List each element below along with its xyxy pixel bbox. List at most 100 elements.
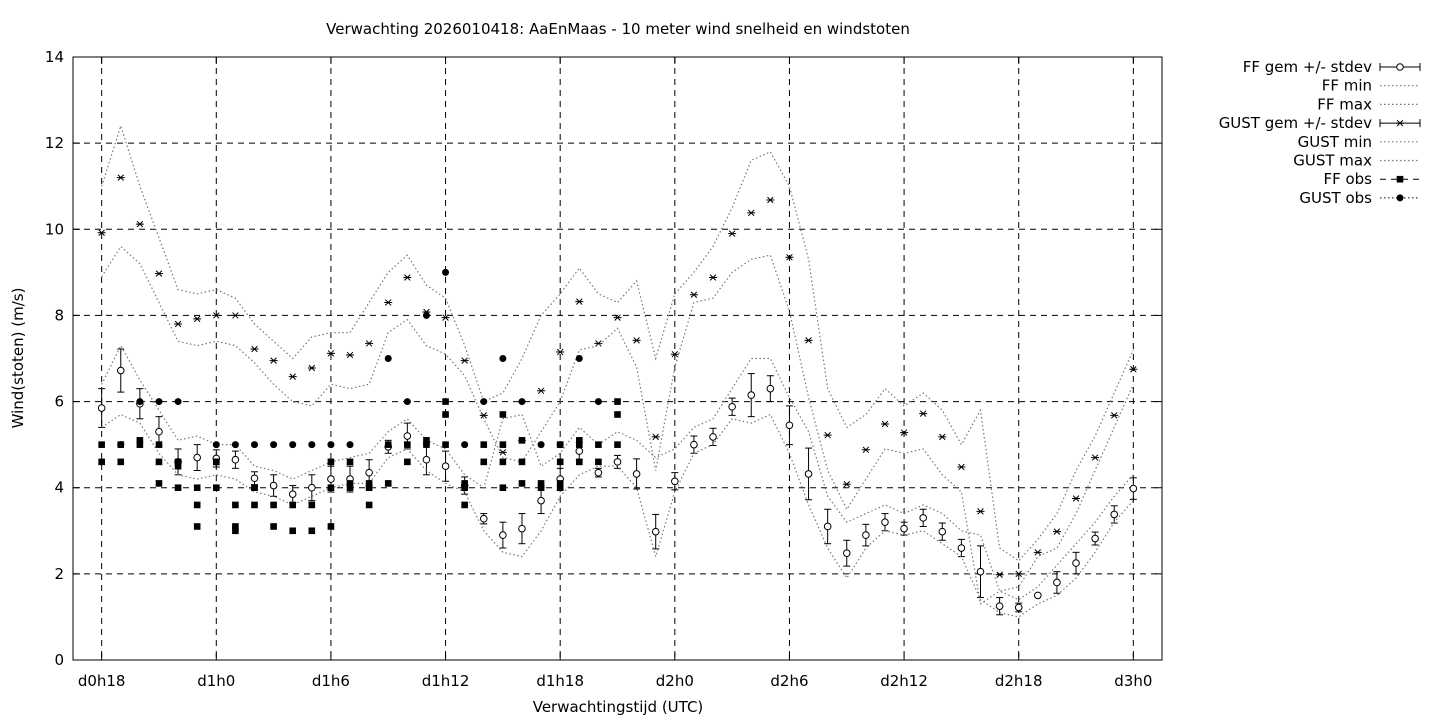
data-point	[441, 314, 450, 321]
y-tick-label: 14	[45, 48, 64, 66]
data-point	[995, 602, 1004, 610]
data-point	[174, 484, 182, 492]
data-point	[174, 458, 182, 466]
data-point	[174, 462, 182, 470]
data-point	[862, 531, 870, 539]
data-point	[785, 254, 794, 261]
data-point	[556, 441, 564, 449]
data-point	[823, 431, 832, 439]
legend-label: FF obs	[1323, 170, 1372, 188]
data-point	[632, 470, 641, 478]
data-point	[384, 299, 393, 306]
data-point	[212, 458, 220, 466]
data-point	[632, 337, 641, 344]
legend-marker	[1396, 63, 1404, 71]
data-point	[212, 312, 221, 319]
data-point	[193, 523, 201, 530]
data-point	[442, 398, 449, 405]
data-point	[327, 441, 335, 449]
y-tick-label: 8	[54, 306, 64, 324]
data-point	[518, 480, 526, 487]
data-point	[136, 398, 144, 406]
data-point	[804, 337, 813, 344]
data-point	[614, 411, 621, 418]
data-point	[518, 398, 526, 406]
series-3	[97, 174, 1138, 578]
data-point	[556, 458, 564, 466]
data-point	[537, 441, 545, 449]
data-point	[1072, 559, 1080, 567]
data-point	[174, 320, 183, 328]
data-point	[747, 391, 756, 399]
data-point	[938, 433, 947, 441]
data-point	[461, 441, 469, 449]
data-point	[98, 458, 105, 466]
data-point	[461, 501, 468, 509]
series-4	[101, 245, 1134, 606]
data-point	[480, 398, 488, 406]
data-point	[651, 527, 660, 536]
data-point	[671, 477, 679, 486]
data-point	[212, 484, 220, 492]
data-point	[499, 441, 507, 448]
y-tick-label: 12	[45, 134, 64, 152]
y-tick-label: 4	[54, 479, 64, 497]
data-point	[250, 474, 259, 483]
legend-entry: FF gem +/- stdev	[1243, 58, 1421, 76]
series-6	[98, 398, 621, 535]
data-point	[346, 480, 354, 487]
data-point	[766, 384, 775, 393]
series-line	[101, 245, 1134, 606]
data-point	[346, 441, 354, 449]
legend-entry: GUST max	[1293, 152, 1420, 170]
data-point	[785, 421, 794, 430]
data-point	[365, 340, 374, 347]
data-point	[1072, 495, 1081, 502]
data-point	[842, 549, 851, 557]
data-point	[537, 496, 545, 505]
x-axis-label: Verwachtingstijd (UTC)	[533, 698, 704, 716]
series-2	[101, 344, 1134, 601]
data-point	[403, 432, 412, 440]
data-point	[842, 481, 851, 488]
data-point	[442, 441, 449, 448]
x-tick-label: d2h12	[880, 672, 928, 690]
data-point	[556, 484, 564, 492]
legend-marker	[1396, 119, 1404, 127]
series-line	[101, 344, 1134, 601]
data-point	[288, 490, 297, 498]
data-point	[614, 398, 621, 405]
data-point	[270, 523, 277, 530]
x-tick-label: d3h0	[1114, 672, 1152, 690]
data-point	[97, 229, 106, 236]
data-point	[900, 524, 908, 533]
legend-entry: FF max	[1317, 95, 1420, 113]
data-point	[269, 481, 278, 490]
data-point	[289, 501, 297, 509]
data-point	[442, 268, 450, 276]
plot-area	[97, 123, 1138, 618]
data-point	[423, 437, 430, 444]
data-point	[289, 527, 297, 535]
data-point	[957, 544, 966, 552]
data-point	[308, 483, 316, 492]
data-point	[117, 458, 125, 466]
data-point	[537, 484, 545, 492]
y-axis-label: Wind(stoten) (m/s)	[9, 288, 27, 429]
data-point	[460, 357, 469, 364]
data-point	[518, 524, 526, 533]
data-point	[365, 480, 373, 487]
data-point	[232, 523, 239, 530]
data-point	[976, 508, 985, 515]
data-point	[976, 567, 985, 576]
data-point	[728, 402, 736, 411]
data-point	[1053, 578, 1061, 587]
series-line	[101, 413, 1134, 618]
data-point	[289, 441, 297, 449]
data-point	[957, 463, 966, 471]
data-point	[116, 174, 125, 181]
x-tick-label: d1h0	[197, 672, 235, 690]
data-point	[327, 484, 335, 492]
